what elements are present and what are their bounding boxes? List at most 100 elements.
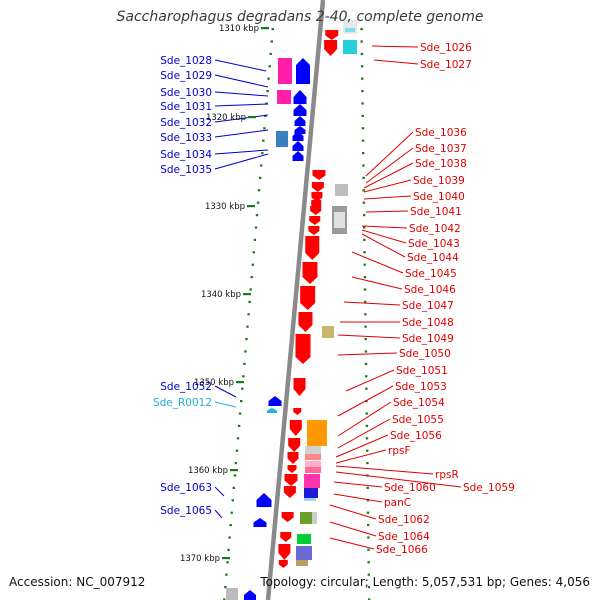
gene-label: Sde_1042 — [409, 223, 461, 235]
gene-label: Sde_1056 — [390, 430, 442, 442]
tick-dot — [361, 114, 364, 117]
tick-dot — [238, 412, 242, 415]
gene-block — [297, 534, 311, 544]
leader-line — [361, 233, 406, 258]
tick-dot — [264, 114, 267, 117]
forward-gene-arrow — [309, 216, 321, 225]
leader-line — [337, 418, 391, 449]
tick-dot — [257, 189, 261, 192]
leader-line — [337, 385, 394, 417]
tick-dot — [256, 201, 260, 204]
tick-dot — [259, 176, 262, 179]
gene-block — [345, 28, 355, 32]
gene-block — [304, 488, 318, 498]
gene-label: Sde_1055 — [392, 414, 444, 426]
topology-text: Topology: circular; Length: 5,057,531 bp… — [260, 575, 590, 589]
gene-block — [300, 512, 312, 524]
forward-gene-arrow — [287, 452, 299, 464]
tick-dot — [241, 387, 244, 390]
tick-dot — [245, 338, 248, 341]
forward-gene-arrow — [311, 182, 324, 192]
forward-gene-arrow — [278, 544, 291, 560]
scale-label: 1320 kbp — [206, 113, 246, 123]
leader-line — [214, 59, 267, 72]
leader-line — [343, 301, 401, 306]
tick-dot — [262, 139, 265, 142]
tick-dot — [243, 362, 246, 365]
reverse-gene-arrow — [293, 104, 307, 116]
map-title: Saccharophagus degradans 2-40, complete … — [116, 9, 484, 25]
leader-line — [329, 504, 377, 520]
tick-dot — [361, 102, 364, 105]
leader-lines — [214, 45, 462, 550]
gene-label: Sde_1029 — [160, 70, 212, 82]
gene-label: Sde_1048 — [402, 317, 454, 329]
gene-label: Sde_1066 — [376, 544, 428, 556]
gene-label: Sde_1044 — [407, 252, 459, 264]
tick-dot — [225, 573, 228, 576]
gene-label: Sde_1037 — [415, 143, 467, 155]
reverse-gene-arrow — [268, 396, 282, 406]
tick-dot — [251, 263, 254, 266]
tick-dot — [244, 350, 247, 353]
gene-label: Sde_1036 — [415, 127, 467, 139]
scale-tick — [222, 557, 230, 560]
gene-label: Sde_1065 — [160, 505, 212, 517]
tick-dot — [366, 449, 369, 452]
leader-line — [337, 334, 401, 339]
tick-dot — [365, 437, 369, 440]
tick-dot — [250, 276, 253, 279]
leader-line — [351, 276, 403, 290]
gene-label: Sde_1046 — [404, 284, 456, 296]
tick-dot — [365, 387, 368, 390]
scale-label: 1310 kbp — [219, 24, 259, 34]
leader-line — [371, 45, 419, 48]
reverse-gene-arrow — [293, 90, 307, 104]
tick-dot — [364, 350, 368, 353]
leader-line — [337, 401, 392, 437]
tick-dot — [240, 400, 243, 403]
leader-line — [214, 103, 269, 107]
gene-label: Sde_R0012 — [153, 397, 212, 409]
tick-dot — [252, 251, 255, 254]
tick-dot — [270, 40, 273, 43]
tick-dot — [361, 77, 364, 80]
tick-dot — [253, 238, 257, 241]
gene-block — [226, 588, 238, 600]
gene-label: Sde_1038 — [415, 158, 467, 170]
gene-label: Sde_1026 — [420, 42, 472, 54]
tick-dot — [363, 276, 367, 279]
gene-label: Sde_1049 — [402, 333, 454, 345]
reverse-gene-arrow — [292, 151, 304, 161]
gene-block — [304, 498, 316, 501]
leader-line — [361, 225, 408, 229]
gene-label: Sde_1050 — [399, 348, 451, 360]
leader-line — [214, 486, 225, 497]
tick-dot — [365, 400, 368, 403]
tick-dot — [226, 561, 229, 564]
reverse-gene-arrow — [292, 131, 304, 141]
tick-dot — [367, 573, 370, 576]
leader-line — [214, 149, 269, 155]
forward-gene-arrow — [312, 170, 326, 180]
forward-gene-arrow — [305, 236, 320, 260]
leader-line — [363, 179, 412, 193]
gene-label: Sde_1035 — [160, 164, 212, 176]
tick-dot — [367, 561, 370, 564]
forward-gene-arrow — [311, 192, 323, 202]
leader-line — [214, 509, 223, 519]
forward-gene-arrow — [298, 312, 313, 332]
tick-dot — [362, 176, 365, 179]
gene-label: Sde_1033 — [160, 132, 212, 144]
tick-dot — [366, 511, 370, 514]
gene-label: Sde_1064 — [378, 531, 430, 543]
tick-dot — [365, 424, 369, 427]
tick-dot — [361, 139, 365, 142]
leader-line — [361, 229, 407, 244]
gene-label: Sde_1045 — [405, 268, 457, 280]
tick-dot — [231, 499, 234, 502]
tick-dot — [249, 288, 252, 291]
scale-tick — [243, 293, 251, 296]
gene-label: Sde_1032 — [160, 117, 212, 129]
leader-line — [337, 352, 398, 356]
